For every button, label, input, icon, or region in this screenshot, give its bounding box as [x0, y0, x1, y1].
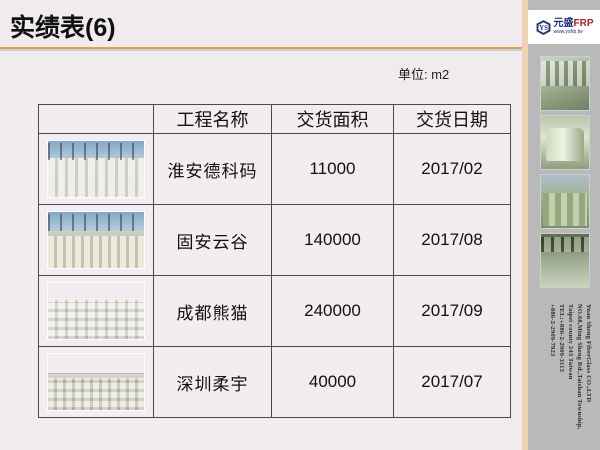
project-thumbnail-cell [38, 275, 154, 347]
company-logo: YS 元盛FRP www.ysfrp.tw [528, 10, 600, 44]
table-header-row: 工程名称 交货面积 交货日期 [38, 104, 511, 134]
column-header-thumbnail [38, 104, 154, 134]
performance-table: 工程名称 交货面积 交货日期 淮安德科码 11000 2017/02 [38, 104, 511, 418]
factory-ceiling-photo [540, 56, 590, 111]
column-header-project-name: 工程名称 [153, 104, 272, 134]
title-divider-orange [0, 47, 522, 49]
delivery-area-cell: 11000 [271, 133, 394, 205]
contact-company-name: Yuan Sheng FiberGlass CO.,LTD [585, 304, 592, 403]
frp-tank-photo [540, 115, 590, 170]
project-thumbnail-cell [38, 346, 154, 418]
project-name-cell: 淮安德科码 [153, 133, 272, 205]
unit-label: 单位: m2 [398, 67, 450, 82]
frp-tank-farm-photo [540, 174, 590, 229]
factory-floor-photo [540, 233, 590, 288]
project-photo-shenzhen [47, 353, 145, 411]
table-row: 固安云谷 140000 2017/08 [38, 204, 511, 276]
sidebar-accent-strip [522, 0, 528, 450]
project-photo-huaian [47, 140, 145, 198]
project-name-cell: 固安云谷 [153, 204, 272, 276]
svg-text:YS: YS [539, 25, 548, 32]
title-divider-blue [0, 49, 522, 51]
logo-name-cn: 元盛 [553, 18, 574, 29]
table-row: 淮安德科码 11000 2017/02 [38, 133, 511, 205]
delivery-date-cell: 2017/02 [393, 133, 511, 205]
delivery-area-cell: 140000 [271, 204, 394, 276]
column-header-delivery-date: 交货日期 [393, 104, 511, 134]
contact-phone-primary: TEL:+886-2-2909-3113 [558, 304, 565, 373]
company-contact-info: Yuan Sheng FiberGlass CO.,LTD NO.68,Ming… [528, 300, 600, 430]
contact-address-city: Taipei county 243 Taiwan [567, 304, 574, 380]
project-photo-chengdu [47, 282, 145, 340]
delivery-date-cell: 2017/07 [393, 346, 511, 418]
title-area: 实绩表(6) [0, 0, 522, 46]
project-photo-guan [47, 211, 145, 269]
delivery-area-cell: 240000 [271, 275, 394, 347]
column-header-delivery-area: 交货面积 [271, 104, 394, 134]
ys-hexagon-icon: YS [536, 19, 550, 35]
project-name-cell: 深圳柔宇 [153, 346, 272, 418]
contact-address-street: NO.68,Ming Sheng Rd.,Taishan Township, [576, 304, 583, 430]
table-row: 成都熊猫 240000 2017/09 [38, 275, 511, 347]
page-title: 实绩表(6) [10, 14, 116, 42]
contact-phone-secondary: +886-2-2909-7923 [549, 304, 556, 357]
delivery-area-cell: 40000 [271, 346, 394, 418]
logo-name-en: FRP [573, 18, 594, 29]
logo-url: www.ysfrp.tw [553, 29, 583, 35]
project-thumbnail-cell [38, 133, 154, 205]
delivery-date-cell: 2017/08 [393, 204, 511, 276]
project-name-cell: 成都熊猫 [153, 275, 272, 347]
delivery-date-cell: 2017/09 [393, 275, 511, 347]
project-thumbnail-cell [38, 204, 154, 276]
table-row: 深圳柔宇 40000 2017/07 [38, 346, 511, 418]
logo-wordmark: 元盛FRP [554, 19, 594, 29]
sidebar-photo-gallery [540, 56, 590, 292]
